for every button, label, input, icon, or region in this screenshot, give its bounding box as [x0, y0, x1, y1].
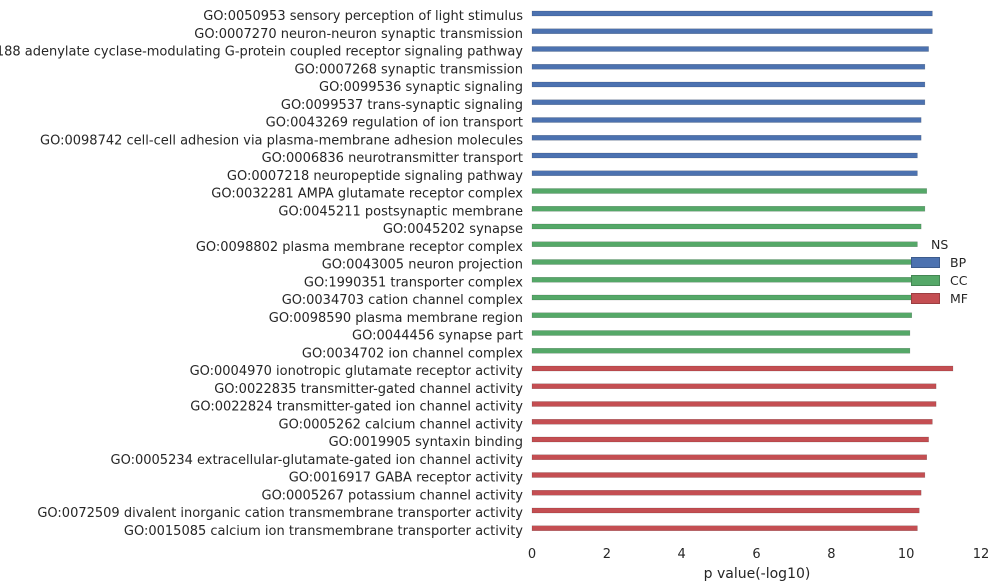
- legend-label: MF: [950, 290, 968, 306]
- bar-bp: [531, 117, 922, 123]
- category-label: GO:0050953 sensory perception of light s…: [203, 9, 523, 24]
- legend-item-mf: MF: [908, 289, 993, 307]
- category-label: GO:0005234 extracellular-glutamate-gated…: [111, 453, 524, 468]
- bar-cc: [531, 330, 911, 336]
- legend-label: CC: [950, 272, 968, 288]
- bar-cc: [531, 312, 913, 318]
- legend-label: BP: [950, 254, 967, 270]
- category-label: GO:0007218 neuropeptide signaling pathwa…: [227, 169, 523, 184]
- category-label: GO:0019905 syntaxin binding: [329, 435, 523, 450]
- legend-swatch: [911, 274, 940, 286]
- bars-group: [531, 10, 954, 531]
- legend: NS BP CC MF: [908, 236, 993, 307]
- category-label: GO:0007188 adenylate cyclase-modulating …: [0, 45, 523, 60]
- bar-bp: [531, 170, 918, 176]
- bar-cc: [531, 348, 911, 354]
- category-label: GO:0006836 neurotransmitter transport: [262, 151, 523, 166]
- category-label: GO:0007270 neuron-neuron synaptic transm…: [194, 27, 523, 42]
- bar-bp: [531, 28, 933, 34]
- category-label: GO:0045202 synapse: [383, 222, 523, 237]
- bar-mf: [531, 490, 922, 496]
- category-label: GO:0098802 plasma membrane receptor comp…: [196, 240, 523, 255]
- category-label: GO:0004970 ionotropic glutamate receptor…: [190, 364, 524, 379]
- bar-mf: [531, 454, 927, 460]
- bar-mf: [531, 436, 929, 443]
- x-tick-label: 0: [528, 547, 536, 562]
- bar-mf: [531, 401, 937, 407]
- bar-cc: [531, 259, 918, 265]
- bar-bp: [531, 152, 918, 159]
- category-label: GO:0099536 synaptic signaling: [319, 80, 523, 95]
- bar-mf: [531, 383, 937, 389]
- bar-cc: [531, 241, 918, 247]
- bar-bp: [531, 46, 929, 52]
- bar-cc: [531, 206, 926, 212]
- x-tick-labels: 0 2 4 6 8 10 12: [528, 547, 989, 562]
- category-label: GO:0034703 cation channel complex: [282, 293, 524, 308]
- legend-item-cc: CC: [908, 271, 993, 289]
- legend-swatch: [911, 292, 940, 304]
- bar-mf: [531, 419, 933, 425]
- category-label: GO:0022835 transmitter-gated channel act…: [214, 382, 523, 397]
- category-label: GO:1990351 transporter complex: [304, 275, 523, 290]
- category-label: GO:0016917 GABA receptor activity: [289, 471, 524, 486]
- bar-cc: [531, 188, 927, 194]
- bar-mf: [531, 507, 920, 514]
- x-axis-label: p value(-log10): [704, 566, 811, 582]
- bar-cc: [531, 294, 914, 301]
- category-label: GO:0043269 regulation of ion transport: [266, 116, 523, 131]
- bar-cc: [531, 223, 922, 230]
- x-tick-label: 2: [603, 547, 611, 562]
- category-label: GO:0034702 ion channel complex: [302, 346, 523, 361]
- legend-swatch: [911, 256, 940, 268]
- x-tick-label: 8: [827, 547, 835, 562]
- bar-cc: [531, 277, 916, 283]
- category-label: GO:0044456 synapse part: [352, 329, 523, 344]
- x-tick-label: 4: [678, 547, 686, 562]
- category-label: GO:0043005 neuron projection: [322, 258, 523, 273]
- category-label: GO:0022824 transmitter-gated ion channel…: [190, 400, 523, 415]
- x-tick-label: 12: [973, 547, 990, 562]
- category-label: GO:0072509 divalent inorganic cation tra…: [37, 506, 523, 521]
- bar-mf: [531, 525, 918, 531]
- bar-mf: [531, 472, 926, 478]
- category-label: GO:0005267 potassium channel activity: [262, 488, 524, 503]
- bar-mf: [531, 365, 954, 372]
- bar-bp: [531, 10, 933, 17]
- category-label: GO:0045211 postsynaptic membrane: [278, 204, 523, 219]
- bar-bp: [531, 64, 926, 70]
- bar-bp: [531, 135, 922, 141]
- category-label: GO:0032281 AMPA glutamate receptor compl…: [211, 187, 523, 202]
- category-label: GO:0099537 trans-synaptic signaling: [281, 98, 523, 113]
- category-label: GO:0007268 synaptic transmission: [295, 62, 523, 77]
- x-tick-label: 10: [898, 547, 915, 562]
- bar-bp: [531, 81, 926, 88]
- category-label: GO:0015085 calcium ion transmembrane tra…: [124, 524, 523, 539]
- x-tick-label: 6: [752, 547, 760, 562]
- category-label: GO:0098590 plasma membrane region: [269, 311, 523, 326]
- legend-item-bp: BP: [908, 253, 993, 271]
- category-label: GO:0005262 calcium channel activity: [279, 417, 524, 432]
- legend-title: NS: [931, 237, 949, 252]
- category-label: GO:0098742 cell-cell adhesion via plasma…: [40, 133, 523, 148]
- bar-bp: [531, 99, 926, 105]
- category-labels: GO:0050953 sensory perception of light s…: [0, 9, 523, 539]
